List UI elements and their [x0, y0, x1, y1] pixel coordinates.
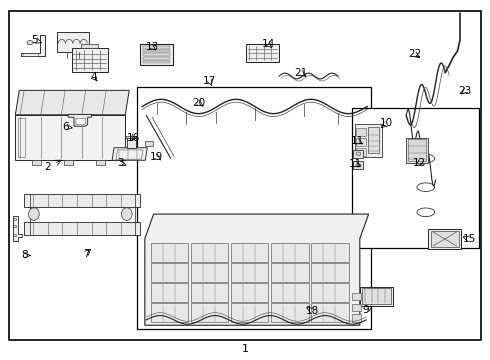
Ellipse shape	[28, 208, 39, 220]
Polygon shape	[68, 114, 92, 126]
Text: 15: 15	[463, 234, 476, 244]
Text: 3: 3	[117, 158, 123, 168]
Text: 10: 10	[380, 118, 393, 128]
Bar	[431, 231, 459, 247]
Text: 1: 1	[242, 344, 248, 354]
Bar	[355, 125, 382, 157]
Text: 6: 6	[62, 122, 69, 132]
Bar	[143, 57, 170, 59]
Bar	[140, 44, 173, 65]
Polygon shape	[311, 243, 348, 262]
Polygon shape	[191, 283, 228, 302]
Polygon shape	[271, 303, 309, 321]
Bar	[428, 229, 462, 249]
Polygon shape	[151, 303, 188, 321]
Polygon shape	[271, 243, 309, 262]
Polygon shape	[151, 264, 188, 282]
Polygon shape	[191, 303, 228, 321]
Text: 7: 7	[83, 248, 90, 258]
Text: 13: 13	[146, 42, 159, 52]
Bar	[353, 150, 363, 158]
Polygon shape	[352, 293, 361, 300]
Polygon shape	[32, 160, 41, 165]
Bar	[368, 127, 379, 153]
Polygon shape	[311, 303, 348, 321]
Ellipse shape	[122, 208, 132, 220]
Text: 18: 18	[306, 306, 319, 316]
Polygon shape	[145, 141, 153, 146]
Bar	[126, 135, 137, 138]
Circle shape	[14, 226, 17, 228]
Circle shape	[356, 163, 361, 167]
Polygon shape	[151, 283, 188, 302]
Text: 17: 17	[203, 76, 217, 86]
Bar	[143, 53, 170, 56]
Text: 23: 23	[458, 86, 471, 96]
Text: 11: 11	[351, 136, 364, 146]
Text: 22: 22	[408, 49, 422, 59]
Text: 8: 8	[21, 250, 27, 260]
Bar	[406, 138, 428, 163]
Bar	[24, 194, 141, 207]
Bar	[362, 288, 391, 305]
Polygon shape	[231, 303, 269, 321]
Bar	[353, 161, 363, 169]
Polygon shape	[271, 283, 309, 302]
Polygon shape	[13, 216, 22, 241]
Bar	[356, 138, 366, 146]
Polygon shape	[231, 264, 269, 282]
Polygon shape	[352, 315, 361, 321]
Polygon shape	[96, 160, 105, 165]
Polygon shape	[231, 283, 269, 302]
Bar	[246, 44, 279, 62]
Polygon shape	[311, 283, 348, 302]
Polygon shape	[21, 36, 45, 56]
Text: 4: 4	[90, 72, 97, 82]
Text: 12: 12	[413, 158, 427, 168]
Text: 20: 20	[192, 98, 205, 108]
Polygon shape	[311, 264, 348, 282]
Text: 5: 5	[31, 35, 38, 45]
Circle shape	[14, 234, 17, 237]
Polygon shape	[15, 90, 129, 115]
Bar	[356, 148, 366, 156]
Text: 2: 2	[44, 162, 50, 172]
Polygon shape	[15, 115, 125, 160]
Polygon shape	[76, 118, 86, 125]
Polygon shape	[191, 264, 228, 282]
Bar	[24, 222, 141, 234]
Polygon shape	[112, 148, 147, 160]
Text: 16: 16	[127, 133, 140, 143]
Bar	[408, 139, 426, 161]
Polygon shape	[231, 243, 269, 262]
Polygon shape	[151, 243, 188, 262]
Text: 21: 21	[294, 68, 308, 78]
Circle shape	[356, 152, 361, 156]
Bar	[81, 44, 98, 48]
Polygon shape	[64, 160, 73, 165]
Circle shape	[27, 41, 33, 45]
Polygon shape	[191, 243, 228, 262]
Circle shape	[14, 219, 17, 221]
Polygon shape	[271, 264, 309, 282]
Text: 14: 14	[262, 40, 275, 49]
Bar	[356, 129, 366, 136]
Bar	[137, 87, 371, 329]
Bar	[143, 60, 170, 63]
Bar	[127, 138, 136, 148]
Text: 11: 11	[348, 159, 362, 169]
Bar	[72, 48, 108, 72]
Bar	[143, 46, 170, 49]
Bar	[143, 50, 170, 52]
Bar	[351, 108, 479, 248]
Text: 9: 9	[363, 305, 369, 315]
Bar	[360, 287, 393, 306]
Polygon shape	[145, 214, 368, 325]
Polygon shape	[352, 304, 361, 311]
Bar	[57, 32, 89, 51]
Text: 19: 19	[149, 152, 163, 162]
